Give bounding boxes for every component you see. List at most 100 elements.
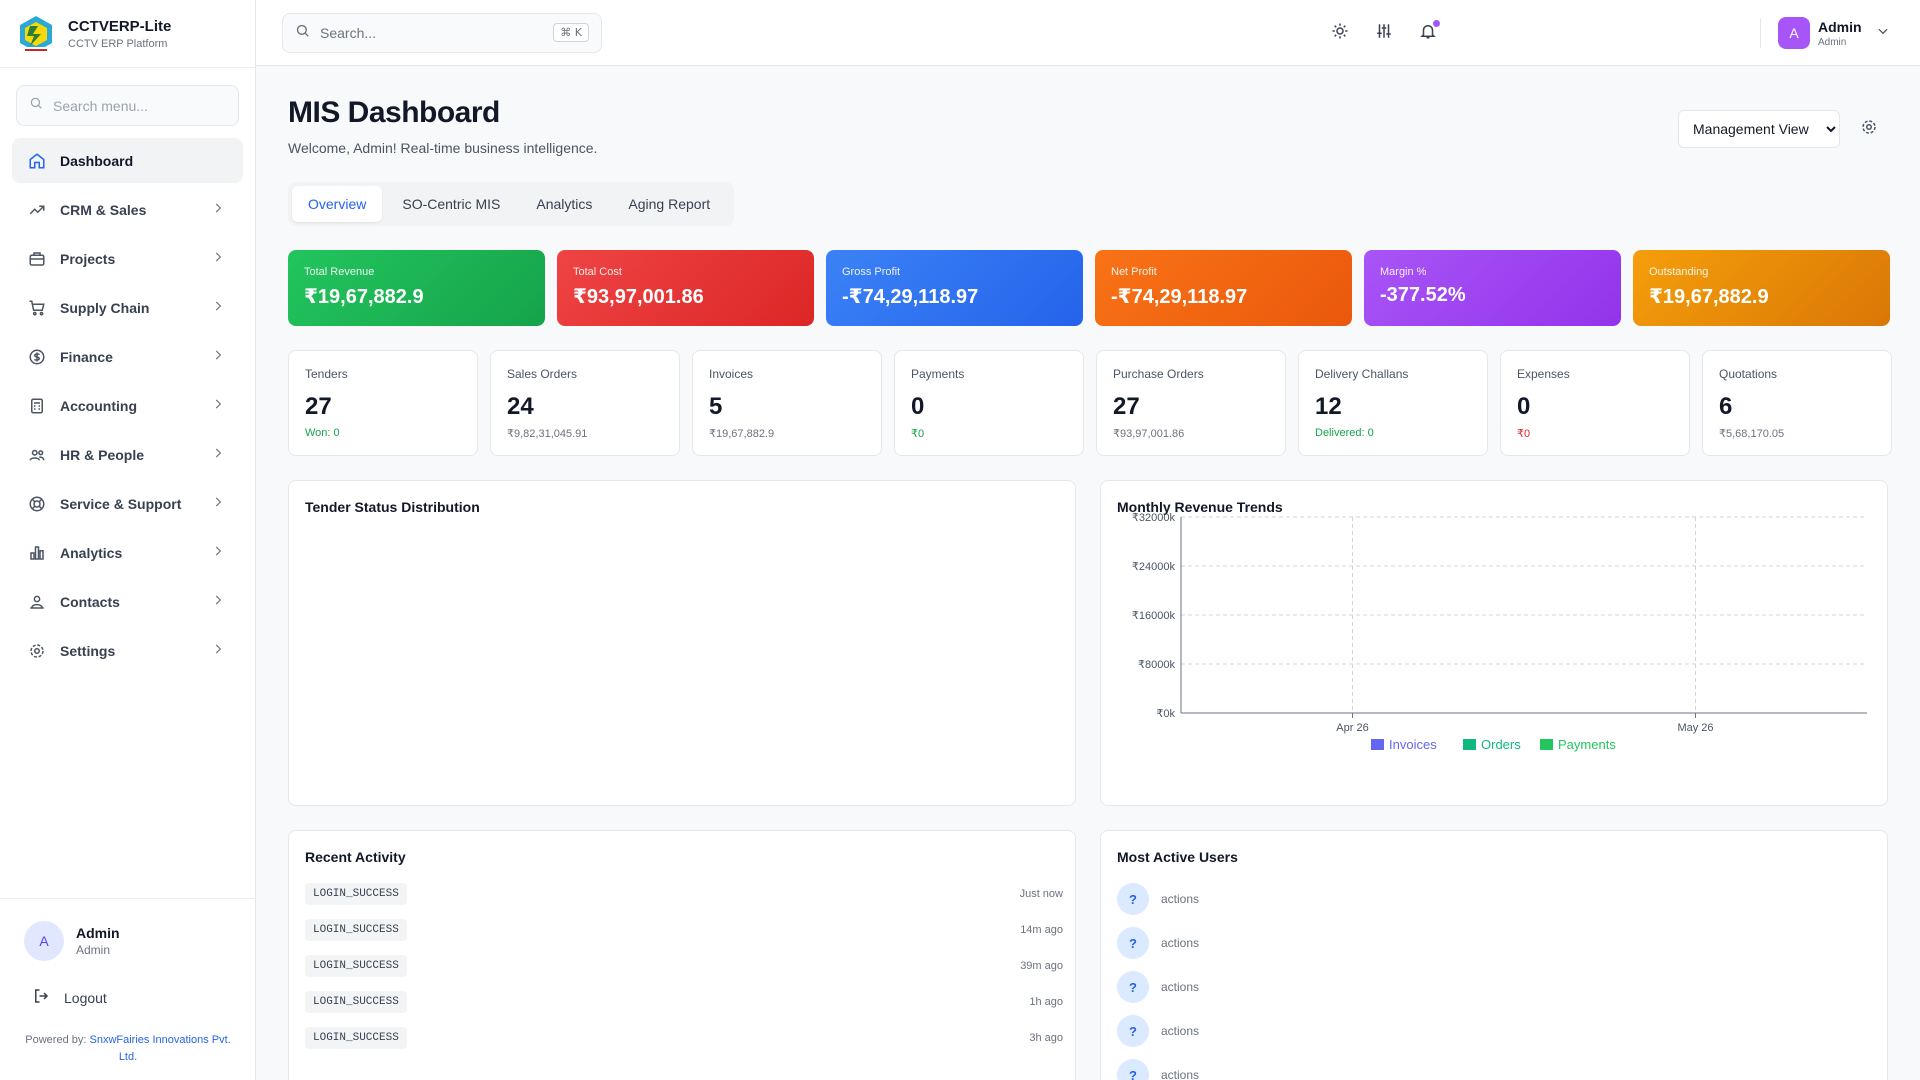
- activity-time: 1h ago: [1029, 996, 1063, 1008]
- bar-chart-icon: [28, 544, 46, 562]
- card-title: Most Active Users: [1117, 849, 1238, 865]
- user-actions-label: actions: [1161, 1024, 1200, 1038]
- activity-action: LOGIN_SUCCESS: [305, 883, 407, 905]
- sidebar-item-dashboard[interactable]: Dashboard: [12, 138, 243, 183]
- dollar-circle-icon: [28, 348, 46, 366]
- stat-sub: ₹93,97,001.86: [1113, 428, 1185, 440]
- logout-button[interactable]: Logout: [24, 987, 232, 1008]
- gear-icon: [28, 642, 46, 660]
- sidebar-item-accounting[interactable]: Accounting: [12, 383, 243, 428]
- user-actions-label: actions: [1161, 892, 1200, 906]
- user-menu-button[interactable]: A Admin Admin: [1778, 17, 1890, 49]
- menu-search-input[interactable]: [53, 97, 213, 114]
- sidebar-item-hr-people[interactable]: HR & People: [12, 432, 243, 477]
- activity-row: LOGIN_SUCCESS 3h ago: [305, 1027, 1063, 1051]
- active-user-item[interactable]: ? actions: [1117, 1059, 1199, 1080]
- sidebar-item-projects[interactable]: Projects: [12, 236, 243, 281]
- notifications-button[interactable]: [1416, 20, 1440, 45]
- sidebar-item-analytics[interactable]: Analytics: [12, 530, 243, 575]
- sidebar-nav: Dashboard CRM & Sales Projects Supply Ch…: [0, 138, 255, 673]
- kpi-net-profit[interactable]: Net Profit -₹74,29,118.97: [1095, 250, 1352, 326]
- kpi-label: Net Profit: [1111, 266, 1157, 278]
- recent-activity-card: Recent Activity LOGIN_SUCCESS Just now L…: [288, 830, 1076, 1080]
- lifebuoy-icon: [28, 495, 46, 513]
- powered-company-link[interactable]: SnxwFairies Innovations Pvt. Ltd.: [89, 1034, 231, 1063]
- brand[interactable]: CCTVERP-Lite CCTV ERP Platform: [0, 0, 255, 68]
- avatar: ?: [1117, 971, 1149, 1003]
- calculator-icon: [28, 397, 46, 415]
- stat-label: Delivery Challans: [1315, 367, 1409, 381]
- tab-aging-report[interactable]: Aging Report: [628, 196, 711, 212]
- stat-invoices[interactable]: Invoices 5 ₹19,67,882.9: [692, 350, 882, 456]
- sidebar-item-service-support[interactable]: Service & Support: [12, 481, 243, 526]
- legend-swatch: [1371, 739, 1384, 750]
- kpi-total-revenue[interactable]: Total Revenue ₹19,67,882.9: [288, 250, 545, 326]
- stat-sub: ₹0: [1517, 428, 1531, 440]
- filters-button[interactable]: [1372, 21, 1396, 45]
- activity-row: LOGIN_SUCCESS 39m ago: [305, 955, 1063, 979]
- active-user-item[interactable]: ? actions: [1117, 883, 1199, 915]
- avatar: A: [1778, 17, 1810, 49]
- user-actions-label: actions: [1161, 980, 1200, 994]
- user-actions-label: actions: [1161, 936, 1200, 950]
- theme-toggle-button[interactable]: [1328, 21, 1352, 45]
- activity-row: LOGIN_SUCCESS 1h ago: [305, 991, 1063, 1015]
- sidebar-user[interactable]: A Admin Admin: [24, 921, 232, 961]
- briefcase-icon: [28, 250, 46, 268]
- bell-icon: [1419, 22, 1437, 45]
- stat-tenders[interactable]: Tenders 27 Won: 0: [288, 350, 478, 456]
- stat-label: Quotations: [1719, 367, 1778, 381]
- stat-sales-orders[interactable]: Sales Orders 24 ₹9,82,31,045.91: [490, 350, 680, 456]
- tab-analytics[interactable]: Analytics: [536, 196, 593, 212]
- global-search-input[interactable]: [320, 25, 540, 41]
- kpi-label: Total Revenue: [304, 266, 375, 278]
- stat-sub: Won: 0: [305, 427, 340, 439]
- app-logo-icon: [16, 14, 56, 54]
- chevron-right-icon: [211, 201, 225, 218]
- legend-swatch: [1463, 739, 1476, 750]
- search-shortcut: ⌘ K: [553, 23, 589, 42]
- powered-by: Powered by: SnxwFairies Innovations Pvt.…: [24, 1032, 232, 1066]
- kpi-total-cost[interactable]: Total Cost ₹93,97,001.86: [557, 250, 814, 326]
- stat-payments[interactable]: Payments 0 ₹0: [894, 350, 1084, 456]
- sidebar-item-label: Dashboard: [60, 152, 134, 169]
- sidebar-item-contacts[interactable]: Contacts: [12, 579, 243, 624]
- home-icon: [28, 152, 46, 170]
- stat-label: Sales Orders: [507, 367, 578, 381]
- stat-expenses[interactable]: Expenses 0 ₹0: [1500, 350, 1690, 456]
- kpi-margin[interactable]: Margin % -377.52%: [1364, 250, 1621, 326]
- tender-status-card: Tender Status Distribution: [288, 480, 1076, 806]
- view-settings-gear-icon[interactable]: [1860, 118, 1878, 141]
- chevron-right-icon: [211, 544, 225, 561]
- stat-quotations[interactable]: Quotations 6 ₹5,68,170.05: [1702, 350, 1892, 456]
- sidebar-item-settings[interactable]: Settings: [12, 628, 243, 673]
- active-user-item[interactable]: ? actions: [1117, 1015, 1199, 1047]
- tab-so-centric-mis[interactable]: SO-Centric MIS: [402, 196, 501, 212]
- sidebar-item-finance[interactable]: Finance: [12, 334, 243, 379]
- stat-sub: ₹5,68,170.05: [1719, 428, 1785, 440]
- kpi-outstanding[interactable]: Outstanding ₹19,67,882.9: [1633, 250, 1890, 326]
- sidebar-item-crm-sales[interactable]: CRM & Sales: [12, 187, 243, 232]
- sidebar-item-label: CRM & Sales: [60, 201, 147, 218]
- kpi-value: ₹93,97,001.86: [573, 286, 704, 308]
- active-user-item[interactable]: ? actions: [1117, 927, 1199, 959]
- activity-action: LOGIN_SUCCESS: [305, 919, 407, 941]
- revenue-chart: ₹32000k ₹24000k ₹16000k ₹8000k ₹0k Apr 26 May …: [1132, 512, 1867, 752]
- sidebar-item-label: HR & People: [60, 446, 145, 463]
- kpi-gross-profit[interactable]: Gross Profit -₹74,29,118.97: [826, 250, 1083, 326]
- tab-overview[interactable]: Overview: [292, 186, 383, 222]
- sidebar-user-name: Admin: [76, 925, 120, 941]
- stat-value: 12: [1315, 393, 1342, 420]
- stat-value: 24: [507, 393, 534, 420]
- stat-label: Expenses: [1517, 367, 1570, 381]
- stat-purchase-orders[interactable]: Purchase Orders 27 ₹93,97,001.86: [1096, 350, 1286, 456]
- top-header: ⌘ K A Admin Admin: [256, 0, 1920, 66]
- stat-delivery-challans[interactable]: Delivery Challans 12 Delivered: 0: [1298, 350, 1488, 456]
- view-select[interactable]: Management View: [1678, 110, 1840, 148]
- active-user-item[interactable]: ? actions: [1117, 971, 1199, 1003]
- card-title: Tender Status Distribution: [305, 499, 480, 515]
- sidebar-footer: A Admin Admin Logout Powered by: SnxwFai…: [0, 898, 256, 1080]
- dashboard-tabs: Overview SO-Centric MIS Analytics Aging …: [288, 182, 735, 226]
- sidebar-item-supply-chain[interactable]: Supply Chain: [12, 285, 243, 330]
- chevron-right-icon: [211, 642, 225, 659]
